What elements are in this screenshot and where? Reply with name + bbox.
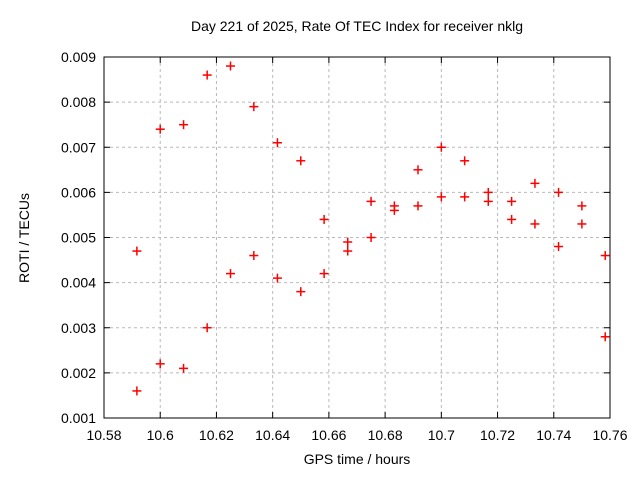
y-tick-label: 0.008 <box>61 94 96 110</box>
data-point-marker <box>483 196 493 206</box>
x-tick-label: 10.62 <box>199 427 234 443</box>
data-point-marker <box>296 156 306 166</box>
data-point-marker <box>554 242 564 252</box>
data-point-marker <box>132 246 142 256</box>
data-point-marker <box>460 156 470 166</box>
x-tick-label: 10.72 <box>480 427 515 443</box>
data-point-marker <box>249 102 259 112</box>
data-point-marker <box>366 196 376 206</box>
data-point-marker <box>272 138 282 148</box>
data-point-marker <box>155 124 165 134</box>
data-point-marker <box>226 61 235 71</box>
data-point-marker <box>319 214 329 224</box>
y-tick-label: 0.009 <box>61 49 96 65</box>
chart-title: Day 221 of 2025, Rate Of TEC Index for r… <box>191 18 523 34</box>
data-point-marker <box>530 178 540 188</box>
data-point-marker <box>577 219 587 229</box>
data-point-marker <box>577 201 587 211</box>
data-point-marker <box>366 233 376 242</box>
data-point-marker <box>554 187 564 197</box>
data-point-marker <box>483 187 493 197</box>
axis-ticks <box>103 56 611 419</box>
data-point-marker <box>389 205 399 215</box>
x-tick-label: 10.58 <box>86 427 121 443</box>
x-tick-label: 10.76 <box>592 427 627 443</box>
data-point-marker <box>132 386 142 396</box>
data-point-marker <box>460 192 470 202</box>
data-point-marker <box>296 287 306 297</box>
y-tick-label: 0.007 <box>61 139 96 155</box>
grid-layer <box>104 57 610 418</box>
data-points-layer <box>132 61 610 396</box>
data-point-marker <box>530 219 540 229</box>
data-point-marker <box>600 332 610 342</box>
y-tick-label: 0.005 <box>61 230 96 246</box>
data-point-marker <box>179 363 189 373</box>
x-axis-label: GPS time / hours <box>304 451 411 467</box>
x-tick-label: 10.74 <box>536 427 571 443</box>
data-point-marker <box>319 269 329 279</box>
y-axis-label: ROTI / TECUs <box>16 193 32 283</box>
y-tick-label: 0.003 <box>61 320 96 336</box>
y-tick-label: 0.001 <box>61 410 96 426</box>
data-point-marker <box>155 359 165 369</box>
data-point-marker <box>249 251 259 261</box>
data-point-marker <box>507 196 517 206</box>
axis-tick-labels: 10.58 10.6 10.62 10.64 10.66 10.68 10.7 10.72 10… <box>61 49 628 443</box>
data-point-marker <box>226 269 235 279</box>
data-point-marker <box>272 273 282 283</box>
data-point-marker <box>413 201 423 211</box>
x-tick-label: 10.66 <box>311 427 346 443</box>
data-point-marker <box>179 120 189 130</box>
data-point-marker <box>202 70 212 80</box>
x-tick-label: 10.68 <box>368 427 403 443</box>
data-point-marker <box>600 251 610 261</box>
y-tick-label: 0.004 <box>61 275 96 291</box>
y-tick-label: 0.002 <box>61 365 96 381</box>
data-point-marker <box>343 246 353 256</box>
data-point-marker <box>202 323 212 333</box>
data-point-marker <box>436 192 446 202</box>
x-tick-label: 10.64 <box>255 427 290 443</box>
x-tick-label: 10.7 <box>428 427 455 443</box>
data-point-marker <box>507 214 517 224</box>
x-tick-label: 10.6 <box>147 427 174 443</box>
data-point-marker <box>343 237 353 247</box>
data-point-marker <box>436 142 446 152</box>
y-tick-label: 0.006 <box>61 184 96 200</box>
data-point-marker <box>413 165 423 175</box>
